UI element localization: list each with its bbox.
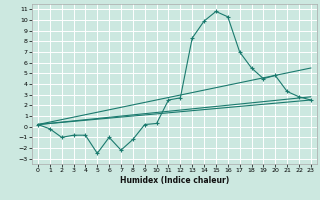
X-axis label: Humidex (Indice chaleur): Humidex (Indice chaleur) xyxy=(120,176,229,185)
